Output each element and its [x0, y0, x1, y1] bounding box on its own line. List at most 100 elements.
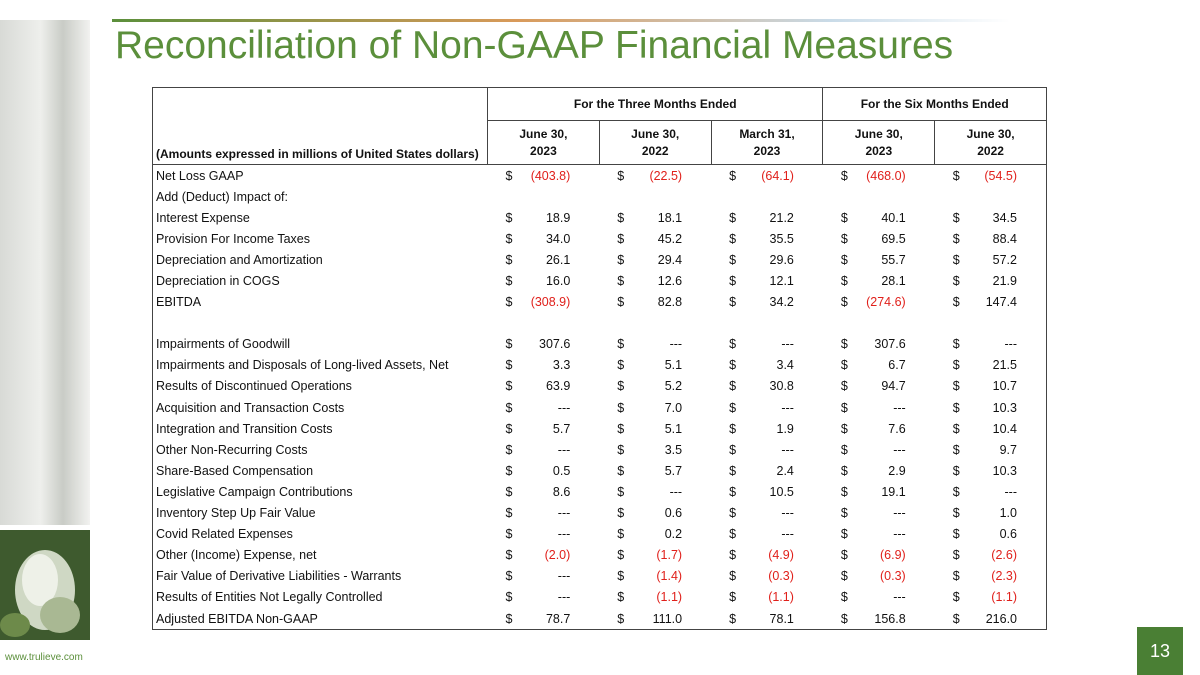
value-wrap: $ (1.7) — [602, 548, 708, 562]
value-wrap: $ (54.5) — [938, 169, 1043, 183]
value-wrap: $5.1 — [602, 422, 708, 436]
period-header: June 30, 2023 — [822, 120, 935, 165]
value-cell: $ --- — [488, 566, 600, 587]
value-wrap: $0.6 — [602, 506, 708, 520]
value: (22.5) — [649, 168, 683, 183]
value: 10.3 — [992, 400, 1017, 415]
currency-symbol: $ — [729, 400, 737, 415]
value: 45.2 — [657, 231, 683, 246]
currency-symbol: $ — [840, 400, 848, 415]
value-cell: $9.7 — [935, 439, 1047, 460]
value-wrap: $ (64.1) — [714, 169, 820, 183]
currency-symbol: $ — [729, 611, 737, 626]
table-row: Add (Deduct) Impact of: — [153, 186, 1047, 207]
value-wrap: $12.1 — [714, 274, 820, 288]
value-wrap: $2.4 — [714, 464, 820, 478]
value: 147.4 — [985, 295, 1017, 310]
value: --- — [781, 337, 794, 352]
value-wrap: $ --- — [491, 443, 597, 457]
value-cell: $ (0.3) — [823, 566, 935, 587]
value: 40.1 — [881, 210, 906, 225]
value-wrap: $ (0.3) — [826, 569, 932, 583]
value: 94.7 — [881, 379, 906, 394]
value-cell: $0.6 — [935, 524, 1047, 545]
table-row: Fair Value of Derivative Liabilities - W… — [153, 566, 1047, 587]
row-label: Share-Based Compensation — [156, 463, 314, 478]
currency-symbol: $ — [952, 379, 960, 394]
value-wrap: $ (274.6) — [826, 295, 932, 309]
currency-symbol: $ — [505, 506, 513, 521]
currency-symbol: $ — [617, 442, 625, 457]
value-cell: $3.5 — [599, 439, 711, 460]
currency-symbol: $ — [840, 611, 848, 626]
value-cell: $ (1.7) — [599, 545, 711, 566]
value-wrap: $19.1 — [826, 485, 932, 499]
value-cell: $307.6 — [488, 334, 600, 355]
value-cell: $82.8 — [599, 292, 711, 313]
value-cell: $21.9 — [935, 270, 1047, 291]
group-header: For the Three Months Ended — [486, 87, 823, 121]
period-header-line: June 30, — [519, 126, 568, 141]
row-label: Other (Income) Expense, net — [156, 548, 317, 563]
currency-symbol: $ — [617, 168, 625, 183]
value: 0.6 — [664, 506, 683, 521]
value-wrap: $34.5 — [938, 211, 1043, 225]
value: (1.4) — [656, 569, 683, 584]
period-header: June 30, 2022 — [598, 120, 712, 165]
currency-symbol: $ — [729, 231, 737, 246]
value-wrap: $40.1 — [826, 211, 932, 225]
currency-symbol: $ — [840, 379, 848, 394]
currency-symbol: $ — [840, 210, 848, 225]
value-cell: $ --- — [488, 397, 600, 418]
currency-symbol: $ — [617, 548, 625, 563]
value-cell: $10.7 — [935, 376, 1047, 397]
period-header-line: 2023 — [530, 143, 557, 158]
value-wrap: $0.2 — [602, 527, 708, 541]
value: (0.3) — [768, 569, 794, 584]
currency-symbol: $ — [617, 569, 625, 584]
period-header-line: June 30, — [631, 126, 680, 141]
value-wrap: $ --- — [714, 527, 820, 541]
value-wrap: $78.7 — [491, 612, 597, 626]
value-cell: $ --- — [711, 334, 823, 355]
value-cell: $29.4 — [599, 249, 711, 270]
value-cell: $5.1 — [599, 355, 711, 376]
value-cell: $ --- — [823, 587, 935, 608]
row-label: Results of Entities Not Legally Controll… — [156, 590, 383, 605]
value: 8.6 — [552, 484, 571, 499]
value-wrap: $3.3 — [491, 358, 597, 372]
table-row: Integration and Transition Costs $5.7 $5.1… — [153, 418, 1047, 439]
value-cell: $5.1 — [599, 418, 711, 439]
spacer-cell — [153, 313, 1047, 334]
value: 216.0 — [985, 611, 1017, 626]
currency-symbol: $ — [840, 231, 848, 246]
currency-symbol: $ — [505, 295, 513, 310]
row-label: Net Loss GAAP — [156, 168, 244, 183]
value-wrap: $ --- — [602, 337, 708, 351]
value-cell: $10.5 — [711, 481, 823, 502]
value-cell: $ (6.9) — [823, 545, 935, 566]
value-wrap: $0.5 — [491, 464, 597, 478]
value-cell: $12.6 — [599, 270, 711, 291]
value-wrap: $ (1.4) — [602, 569, 708, 583]
value-wrap: $0.6 — [938, 527, 1043, 541]
value: 5.1 — [664, 358, 683, 373]
currency-symbol: $ — [617, 337, 625, 352]
currency-symbol: $ — [729, 168, 737, 183]
currency-symbol: $ — [952, 231, 960, 246]
value: (308.9) — [530, 295, 571, 310]
value-cell: $63.9 — [488, 376, 600, 397]
value-wrap: $12.6 — [602, 274, 708, 288]
value: --- — [893, 442, 906, 457]
value: 156.8 — [874, 611, 906, 626]
value: 88.4 — [992, 231, 1017, 246]
value-wrap: $ --- — [714, 443, 820, 457]
value-cell: $30.8 — [711, 376, 823, 397]
value-cell: $ (468.0) — [823, 165, 935, 187]
value: 10.7 — [992, 379, 1017, 394]
value: 3.4 — [776, 358, 794, 373]
value-wrap: $18.9 — [491, 211, 597, 225]
value: --- — [557, 569, 571, 584]
value-wrap: $7.0 — [602, 401, 708, 415]
value-cell: $ --- — [599, 334, 711, 355]
